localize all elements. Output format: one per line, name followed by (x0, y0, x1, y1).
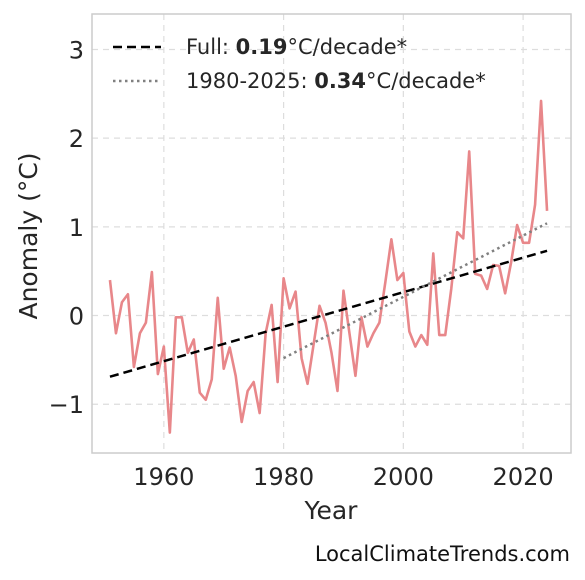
legend-suffix: °C/decade* (288, 35, 408, 59)
x-tick-label: 2020 (493, 463, 554, 491)
x-tick-label: 1980 (253, 463, 314, 491)
legend-value: 0.34 (314, 69, 366, 93)
y-tick-labels: −1 0 1 2 3 (49, 36, 84, 419)
trend-line-recent (283, 222, 548, 360)
y-tick-label: −1 (49, 391, 84, 419)
trend-layer (109, 222, 548, 378)
source-credit: LocalClimateTrends.com (315, 542, 570, 566)
x-tick-label: 1960 (133, 463, 194, 491)
legend-label-full: Full: 0.19°C/decade* (186, 35, 407, 59)
y-tick-label: 0 (69, 303, 84, 331)
legend-label-recent: 1980-2025: 0.34°C/decade* (186, 69, 486, 93)
y-axis-label: Anomaly (°C) (14, 152, 43, 319)
trend-line-full (109, 249, 548, 378)
y-tick-label: 1 (69, 214, 84, 242)
legend-prefix: 1980-2025: (186, 69, 314, 93)
x-tick-label: 2000 (373, 463, 434, 491)
legend-value: 0.19 (236, 35, 288, 59)
y-tick-label: 2 (69, 125, 84, 153)
y-tick-label: 3 (69, 36, 84, 64)
x-axis-label: Year (304, 496, 359, 525)
anomaly-series-line (108, 99, 549, 434)
legend-prefix: Full: (186, 35, 236, 59)
x-tick-labels: 1960 1980 2000 2020 (133, 463, 553, 491)
series-layer (108, 99, 549, 434)
legend: Full: 0.19°C/decade*1980-2025: 0.34°C/de… (113, 35, 486, 93)
plot-frame (91, 13, 572, 454)
legend-suffix: °C/decade* (366, 69, 486, 93)
